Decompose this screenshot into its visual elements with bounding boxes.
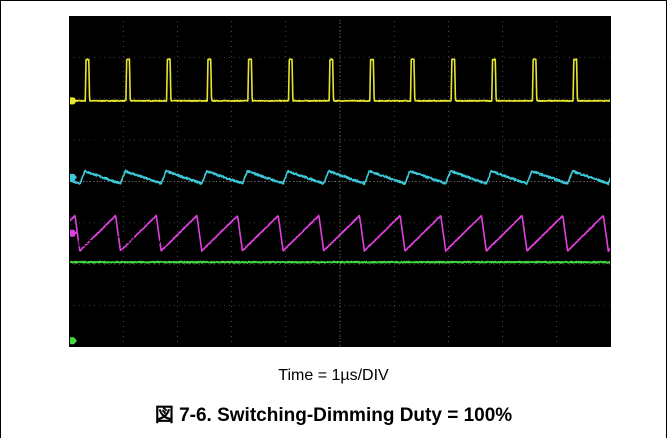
trace-vout: [69, 169, 611, 186]
trace-label-iinductor: IInductor (500 mA/DIV): [74, 181, 199, 199]
trace-iinductor: [69, 214, 611, 253]
trace-sw: [69, 58, 611, 103]
channel-marker-4: [69, 337, 77, 345]
trace-label-vout: VOUT (100 mV/DIV, AC coupled): [74, 125, 269, 143]
channel-marker-2: [69, 173, 77, 181]
trace-label-subscript: LED: [78, 239, 96, 249]
trace-label-main: V: [74, 125, 84, 141]
trace-label-sw: SW (20 V/DIV): [74, 30, 166, 46]
trace-label-scale: (100 mV/DIV, AC coupled): [102, 125, 269, 141]
scope-traces: [69, 58, 611, 264]
trace-label-scale: (20 V/DIV): [97, 30, 166, 46]
scope-border: [69, 16, 611, 347]
figure-caption: 図 7-6. Switching-Dimming Duty = 100%: [154, 405, 513, 426]
trace-label-main: I: [74, 181, 78, 197]
time-scale-label: Time = 1µs/DIV: [278, 367, 389, 384]
oscilloscope-screen: SW (20 V/DIV) VOUT (100 mV/DIV, AC couple…: [69, 16, 611, 347]
trace-label-scale: (500 mA/DIV): [110, 181, 199, 197]
channel-marker-1: [69, 97, 77, 105]
trace-label-scale: (9 mA/DIV): [95, 231, 168, 247]
trace-label-subscript: OUT: [83, 133, 103, 143]
channel-marker-3: [69, 229, 77, 237]
trace-label-subscript: Inductor: [78, 189, 111, 199]
trace-label-main: I: [74, 231, 78, 247]
channel-markers: [69, 97, 77, 345]
trace-labels: SW (20 V/DIV) VOUT (100 mV/DIV, AC couple…: [74, 30, 269, 249]
trace-label-iled: ILED (9 mA/DIV): [74, 231, 169, 249]
trace-label-main: SW: [74, 30, 97, 46]
trace-iled: [69, 260, 611, 264]
